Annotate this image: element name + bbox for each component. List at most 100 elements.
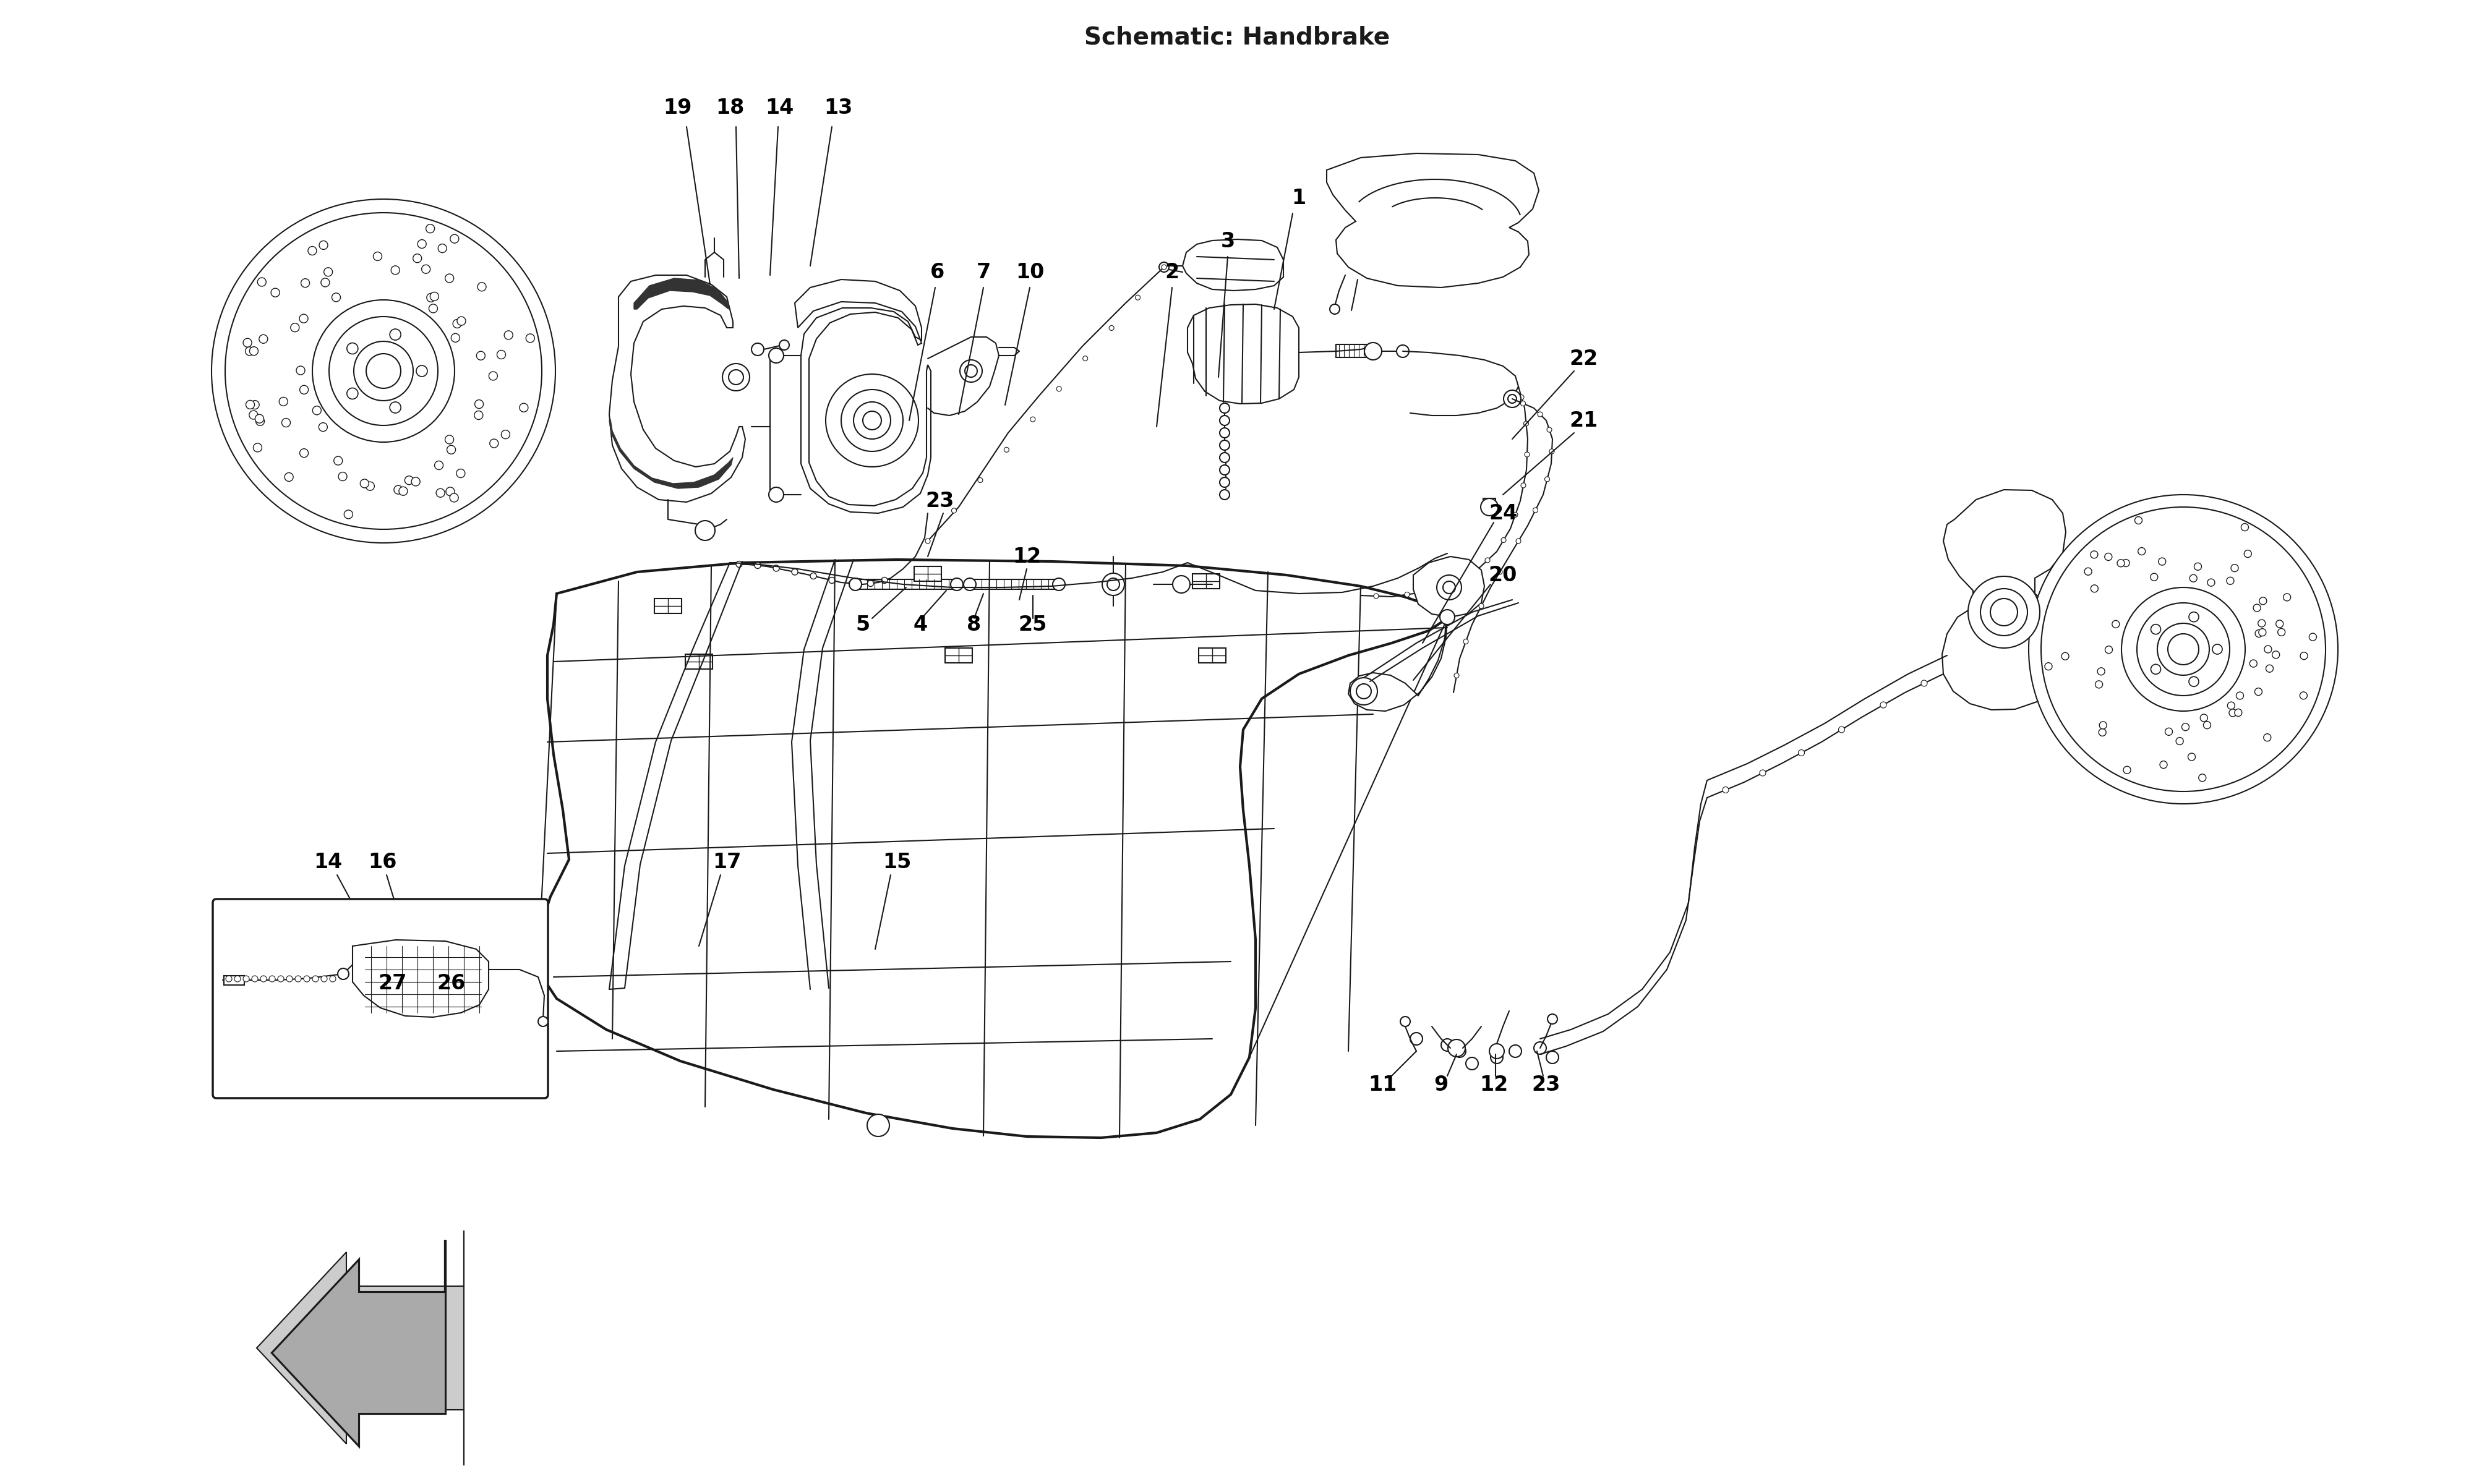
Circle shape bbox=[779, 340, 789, 350]
Circle shape bbox=[792, 568, 797, 574]
Circle shape bbox=[1351, 678, 1378, 705]
Circle shape bbox=[272, 288, 280, 297]
Circle shape bbox=[1220, 453, 1230, 463]
Circle shape bbox=[505, 331, 512, 340]
Polygon shape bbox=[915, 567, 940, 582]
Circle shape bbox=[339, 472, 346, 481]
Circle shape bbox=[1465, 640, 1470, 644]
Circle shape bbox=[2138, 603, 2229, 696]
Circle shape bbox=[1435, 585, 1440, 589]
Text: 23: 23 bbox=[1531, 1074, 1561, 1095]
Circle shape bbox=[1519, 395, 1524, 399]
Circle shape bbox=[2123, 588, 2246, 711]
Circle shape bbox=[329, 976, 336, 982]
Circle shape bbox=[2113, 620, 2120, 628]
Circle shape bbox=[242, 976, 250, 982]
Circle shape bbox=[2138, 548, 2145, 555]
Text: 22: 22 bbox=[1569, 349, 1598, 370]
Circle shape bbox=[344, 510, 354, 519]
Circle shape bbox=[2189, 574, 2197, 582]
Circle shape bbox=[346, 343, 359, 355]
Text: 19: 19 bbox=[663, 98, 693, 119]
Circle shape bbox=[2165, 729, 2172, 736]
Circle shape bbox=[445, 275, 453, 282]
Circle shape bbox=[242, 338, 252, 347]
Circle shape bbox=[1539, 411, 1544, 417]
Circle shape bbox=[2061, 653, 2068, 660]
Circle shape bbox=[235, 976, 240, 982]
Circle shape bbox=[841, 389, 903, 451]
Circle shape bbox=[868, 1114, 891, 1137]
Circle shape bbox=[255, 417, 265, 426]
Circle shape bbox=[250, 411, 257, 420]
Text: 21: 21 bbox=[1569, 410, 1598, 430]
Circle shape bbox=[307, 246, 317, 255]
Circle shape bbox=[490, 439, 497, 448]
Circle shape bbox=[2157, 558, 2165, 565]
Text: 8: 8 bbox=[967, 614, 982, 635]
Circle shape bbox=[863, 411, 881, 430]
Circle shape bbox=[391, 329, 401, 340]
Circle shape bbox=[2236, 692, 2244, 699]
Circle shape bbox=[225, 976, 233, 982]
Circle shape bbox=[2264, 733, 2271, 741]
Circle shape bbox=[287, 976, 292, 982]
Circle shape bbox=[925, 539, 930, 543]
Circle shape bbox=[520, 404, 527, 413]
Text: 11: 11 bbox=[1368, 1074, 1398, 1095]
Circle shape bbox=[2150, 665, 2160, 674]
Circle shape bbox=[416, 365, 428, 377]
Polygon shape bbox=[856, 579, 955, 589]
Circle shape bbox=[435, 488, 445, 497]
Polygon shape bbox=[272, 1239, 445, 1445]
Polygon shape bbox=[609, 418, 732, 488]
Circle shape bbox=[1838, 727, 1846, 733]
Circle shape bbox=[304, 976, 309, 982]
Circle shape bbox=[1331, 304, 1341, 315]
Circle shape bbox=[2091, 585, 2098, 592]
Circle shape bbox=[1447, 1039, 1465, 1057]
Circle shape bbox=[769, 487, 784, 502]
Circle shape bbox=[2118, 559, 2125, 567]
Circle shape bbox=[450, 493, 458, 502]
Circle shape bbox=[1455, 1045, 1465, 1057]
Circle shape bbox=[2150, 573, 2157, 580]
Circle shape bbox=[250, 401, 260, 410]
Circle shape bbox=[299, 315, 309, 324]
Circle shape bbox=[374, 252, 381, 261]
Circle shape bbox=[1158, 263, 1170, 272]
Circle shape bbox=[1544, 476, 1549, 482]
Circle shape bbox=[2105, 554, 2113, 561]
Circle shape bbox=[245, 401, 255, 410]
Circle shape bbox=[2207, 579, 2214, 586]
Circle shape bbox=[826, 374, 918, 467]
Circle shape bbox=[2199, 714, 2207, 721]
Circle shape bbox=[2123, 559, 2130, 567]
Text: 25: 25 bbox=[1019, 614, 1047, 635]
Circle shape bbox=[453, 319, 463, 328]
Circle shape bbox=[1489, 1043, 1504, 1058]
Text: 7: 7 bbox=[977, 261, 990, 282]
Circle shape bbox=[289, 324, 299, 332]
Circle shape bbox=[280, 398, 287, 405]
Circle shape bbox=[1440, 1039, 1455, 1051]
Circle shape bbox=[1979, 589, 2029, 635]
Circle shape bbox=[428, 304, 438, 313]
Circle shape bbox=[1465, 573, 1470, 579]
Circle shape bbox=[299, 448, 309, 457]
Circle shape bbox=[2264, 646, 2271, 653]
Circle shape bbox=[1497, 570, 1502, 574]
Circle shape bbox=[977, 478, 982, 482]
Text: 17: 17 bbox=[713, 852, 742, 873]
Circle shape bbox=[1759, 770, 1766, 776]
Circle shape bbox=[2123, 766, 2130, 773]
Circle shape bbox=[1455, 674, 1460, 678]
Circle shape bbox=[260, 976, 267, 982]
Circle shape bbox=[277, 976, 285, 982]
Circle shape bbox=[2091, 551, 2098, 558]
Circle shape bbox=[2160, 761, 2167, 769]
Circle shape bbox=[1989, 598, 2019, 626]
Text: 12: 12 bbox=[1012, 546, 1042, 567]
Circle shape bbox=[2276, 620, 2284, 628]
Circle shape bbox=[346, 387, 359, 399]
